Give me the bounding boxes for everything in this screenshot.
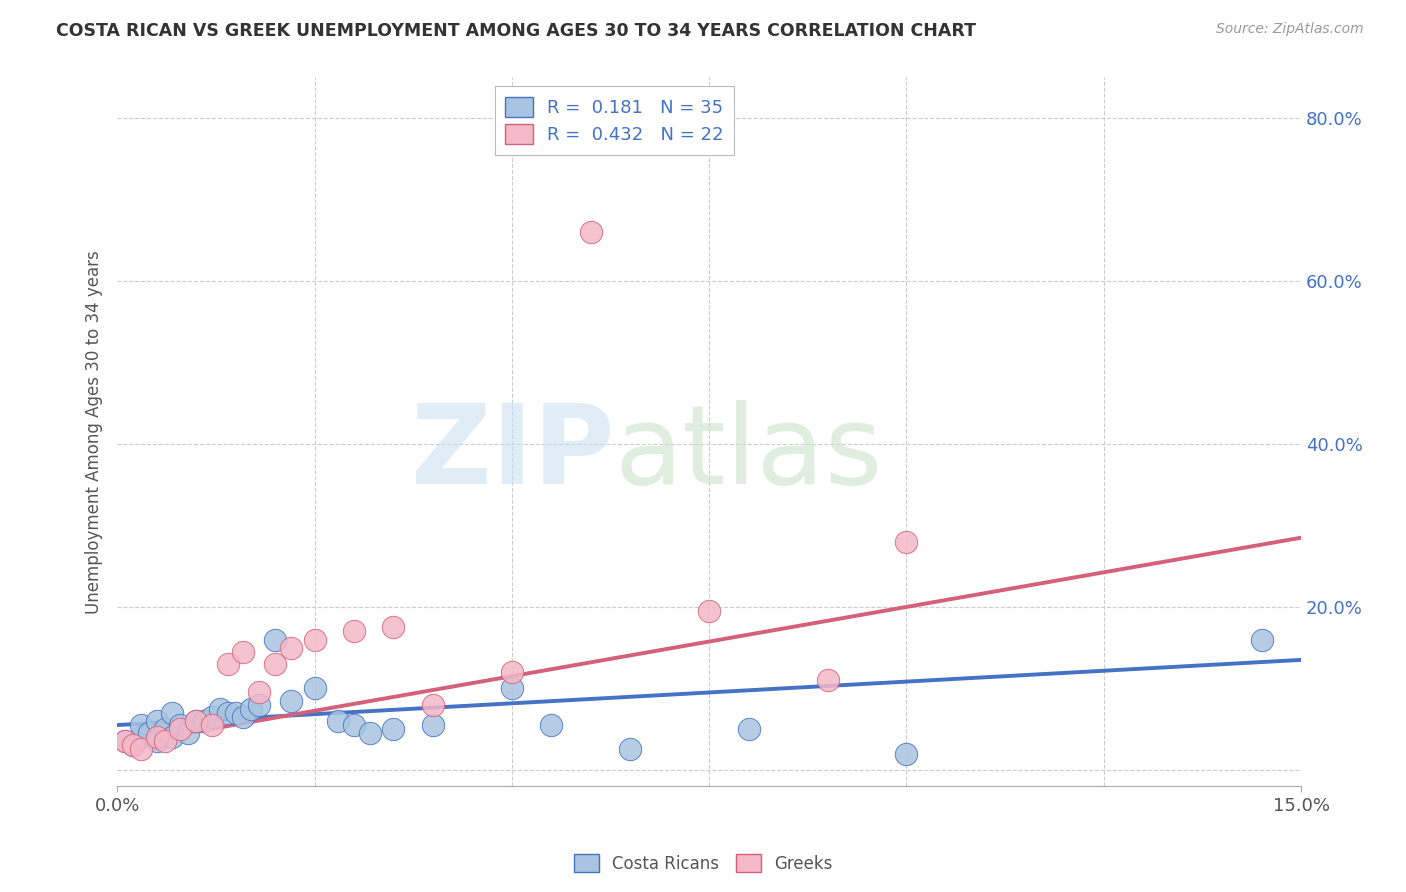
Point: [114, 734, 136, 748]
Point: [280, 693, 302, 707]
Point: [162, 706, 184, 720]
Point: [240, 702, 263, 716]
Point: [114, 734, 136, 748]
Point: [422, 698, 444, 712]
Point: [359, 726, 381, 740]
Point: [145, 731, 167, 745]
Point: [579, 225, 602, 239]
Point: [304, 681, 326, 696]
Point: [201, 718, 224, 732]
Point: [184, 714, 207, 728]
Point: [217, 706, 239, 720]
Point: [247, 685, 270, 699]
Point: [501, 665, 523, 679]
Y-axis label: Unemployment Among Ages 30 to 34 years: Unemployment Among Ages 30 to 34 years: [86, 250, 103, 614]
Text: atlas: atlas: [614, 400, 883, 507]
Point: [343, 718, 366, 732]
Point: [208, 702, 231, 716]
Point: [129, 731, 152, 745]
Point: [232, 710, 254, 724]
Point: [153, 734, 176, 748]
Text: COSTA RICAN VS GREEK UNEMPLOYMENT AMONG AGES 30 TO 34 YEARS CORRELATION CHART: COSTA RICAN VS GREEK UNEMPLOYMENT AMONG …: [56, 22, 976, 40]
Point: [201, 710, 224, 724]
Point: [169, 718, 191, 732]
Point: [232, 645, 254, 659]
Point: [328, 714, 350, 728]
Point: [264, 632, 287, 647]
Text: Source: ZipAtlas.com: Source: ZipAtlas.com: [1216, 22, 1364, 37]
Legend: Costa Ricans, Greeks: Costa Ricans, Greeks: [567, 847, 839, 880]
Point: [619, 742, 641, 756]
Point: [737, 722, 759, 736]
Point: [422, 718, 444, 732]
Legend: R =  0.181   N = 35, R =  0.432   N = 22: R = 0.181 N = 35, R = 0.432 N = 22: [495, 87, 734, 155]
Point: [264, 657, 287, 671]
Point: [193, 714, 215, 728]
Point: [304, 632, 326, 647]
Point: [162, 731, 184, 745]
Point: [817, 673, 839, 688]
Point: [217, 657, 239, 671]
Point: [145, 734, 167, 748]
Point: [343, 624, 366, 639]
Point: [382, 722, 405, 736]
Point: [225, 706, 247, 720]
Point: [280, 640, 302, 655]
Point: [1250, 632, 1272, 647]
Point: [153, 722, 176, 736]
Point: [122, 739, 145, 753]
Point: [501, 681, 523, 696]
Text: ZIP: ZIP: [411, 400, 614, 507]
Point: [169, 722, 191, 736]
Point: [540, 718, 562, 732]
Point: [138, 726, 160, 740]
Point: [129, 742, 152, 756]
Point: [122, 739, 145, 753]
Point: [177, 726, 200, 740]
Point: [145, 714, 167, 728]
Point: [184, 714, 207, 728]
Point: [896, 534, 918, 549]
Point: [896, 747, 918, 761]
Point: [382, 620, 405, 634]
Point: [247, 698, 270, 712]
Point: [129, 718, 152, 732]
Point: [697, 604, 720, 618]
